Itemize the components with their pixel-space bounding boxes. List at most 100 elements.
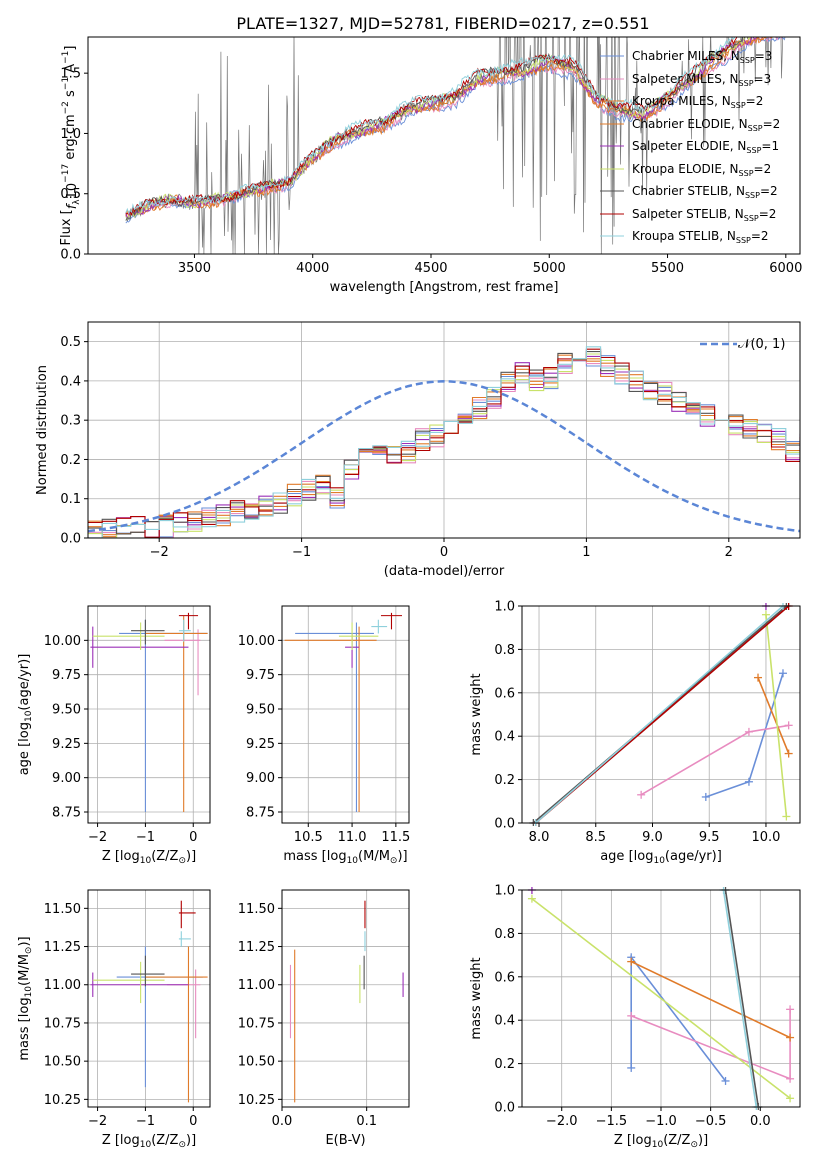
weight-line: [765, 614, 788, 817]
panel-weight-vs-z: −2.0 −1.5 −1.0 −0.5 0.0 0.0 0.2 0.4 0.6 0.8 1.0 Z […: [469, 884, 801, 1150]
y-tick-label: 11.25: [238, 940, 275, 955]
hist-step-line: [88, 355, 800, 538]
legend-entry: Chabrier MILES, NSSP=3: [600, 49, 772, 65]
y-tick-label: 0.0: [60, 532, 81, 547]
panel-weight-vs-age: 8.0 8.5 9.0 9.5 10.0 0.0 0.2 0.4 0.6 0.8 1.0 age [l…: [469, 600, 801, 866]
hist-step-line: [88, 348, 800, 538]
x-axis-label: Z [log10(Z/Z⊙)]: [102, 849, 196, 866]
weight-line: [531, 898, 791, 1099]
x-tick-label: 0.0: [272, 1114, 293, 1129]
y-axis-label: mass [log10(M/M⊙)]: [17, 936, 34, 1060]
y-tick-label: 8.75: [246, 806, 275, 821]
model-spectrum-line: [125, 37, 783, 218]
weight-line: [757, 677, 790, 754]
plot-area: [88, 346, 800, 538]
legend-label: Chabrier ELODIE, NSSP=2: [632, 117, 780, 133]
y-axis-label: mass weight: [469, 673, 484, 755]
x-axis-label: mass [log10(M/M⊙)]: [283, 849, 407, 866]
model-spectrum-line: [125, 37, 736, 214]
x-tick-label: 0.1: [356, 1114, 377, 1129]
x-tick-label: 4000: [296, 261, 329, 276]
y-tick-label: 1.0: [494, 600, 515, 615]
x-tick-label: 8.0: [529, 830, 550, 845]
y-tick-label: 9.75: [52, 668, 81, 683]
plot-area: [529, 603, 793, 826]
y-tick-label: 8.75: [52, 806, 81, 821]
weight-line: [630, 960, 791, 1039]
x-tick-label: 6000: [769, 261, 802, 276]
legend-label: Salpeter STELIB, NSSP=2: [632, 207, 776, 223]
y-axis-label: Normed distribution: [35, 365, 50, 495]
x-tick-label: −1: [136, 1114, 155, 1129]
x-tick-label: 10.5: [294, 830, 323, 845]
legend-entry: Chabrier STELIB, NSSP=2: [600, 184, 778, 200]
x-tick-label: 5500: [651, 261, 684, 276]
y-tick-label: 0.0: [60, 248, 81, 263]
y-tick-label: 9.00: [246, 771, 275, 786]
plot-area: [125, 37, 786, 254]
axes-frame: [87, 889, 211, 1108]
legend-label: Chabrier STELIB, NSSP=2: [632, 184, 778, 200]
x-tick-label: −1: [136, 830, 155, 845]
x-tick-label: 0: [189, 1114, 197, 1129]
y-tick-label: 11.25: [44, 940, 81, 955]
hist-step-line: [88, 355, 800, 538]
x-tick-label: −0.5: [695, 1114, 727, 1129]
y-tick-label: 10.75: [238, 1016, 275, 1031]
x-tick-label: 0: [440, 545, 448, 560]
y-tick-label: 0.1: [60, 492, 81, 507]
y-tick-label: 0.0: [494, 817, 515, 832]
gaussian-line: [88, 380, 800, 533]
weight-line: [722, 889, 758, 1108]
plot-area: [289, 900, 404, 1103]
y-tick-label: 9.75: [246, 668, 275, 683]
x-tick-label: 0: [189, 830, 197, 845]
hist-step-line: [88, 346, 800, 538]
x-tick-label: 1: [582, 545, 590, 560]
x-tick-label: 4500: [414, 261, 447, 276]
y-tick-label: 10.25: [238, 1093, 275, 1108]
y-tick-label: 11.50: [238, 902, 275, 917]
y-tick-label: 1.0: [494, 884, 515, 899]
legend-label: Chabrier MILES, NSSP=3: [632, 49, 772, 65]
y-tick-label: 0.2: [494, 1057, 515, 1072]
x-axis-label: Z [log10(Z/Z⊙)]: [102, 1133, 196, 1150]
plot-area: [90, 612, 208, 813]
weight-line: [535, 605, 784, 824]
hist-step-line: [88, 351, 800, 535]
y-tick-label: 0.8: [494, 927, 515, 942]
model-spectrum-line: [125, 37, 743, 216]
panel-mass-vs-z: −2 −1 0 10.25 10.50 10.75 11.00 11.25 11.50 Z [lo…: [17, 889, 211, 1150]
y-tick-label: 10.25: [44, 1093, 81, 1108]
y-tick-label: 10.75: [44, 1016, 81, 1031]
y-tick-label: 0.3: [60, 414, 81, 429]
y-tick-label: 0.2: [60, 453, 81, 468]
panel-age-vs-z: −2 −1 0 8.75 9.00 9.25 9.50 9.75 10.00 Z [log10(Z…: [17, 605, 211, 866]
panel-residual-hist: −2 −1 0 1 2 0.0 0.1 0.2 0.3 0.4 0.5 (data-model)/er…: [35, 321, 801, 579]
x-tick-label: −1: [292, 545, 311, 560]
x-tick-label: 0.0: [750, 1114, 771, 1129]
x-tick-label: −2.0: [546, 1114, 578, 1129]
axes-frame: [87, 605, 211, 824]
axes-frame: [87, 36, 801, 255]
x-tick-label: −2: [88, 1114, 107, 1129]
hist-step-line: [88, 353, 800, 538]
y-tick-label: 9.50: [246, 703, 275, 718]
x-tick-label: 11.0: [338, 830, 367, 845]
y-tick-label: 0.6: [494, 970, 515, 985]
spectrum-legend: Chabrier MILES, NSSP=3 Salpeter MILES, N…: [600, 49, 780, 245]
legend-entry: Salpeter ELODIE, NSSP=1: [600, 139, 779, 155]
legend-label: Kroupa ELODIE, NSSP=2: [632, 162, 771, 178]
y-tick-label: 0.6: [494, 686, 515, 701]
y-tick-label: 0.5: [60, 187, 81, 202]
y-tick-label: 11.50: [44, 902, 81, 917]
y-tick-label: 0.4: [494, 1014, 515, 1029]
figure-title: PLATE=1327, MJD=52781, FIBERID=0217, z=0…: [236, 14, 649, 33]
x-tick-label: −2: [150, 545, 169, 560]
x-axis-label: E(B-V): [325, 1133, 365, 1148]
model-spectrum-line: [125, 37, 746, 221]
legend-entry: Chabrier ELODIE, NSSP=2: [600, 117, 780, 133]
legend-label: Salpeter ELODIE, NSSP=1: [632, 139, 779, 155]
panel-age-vs-mass: 10.5 11.0 11.5 8.75 9.00 9.25 9.50 9.75 10.00 mas…: [238, 605, 410, 866]
